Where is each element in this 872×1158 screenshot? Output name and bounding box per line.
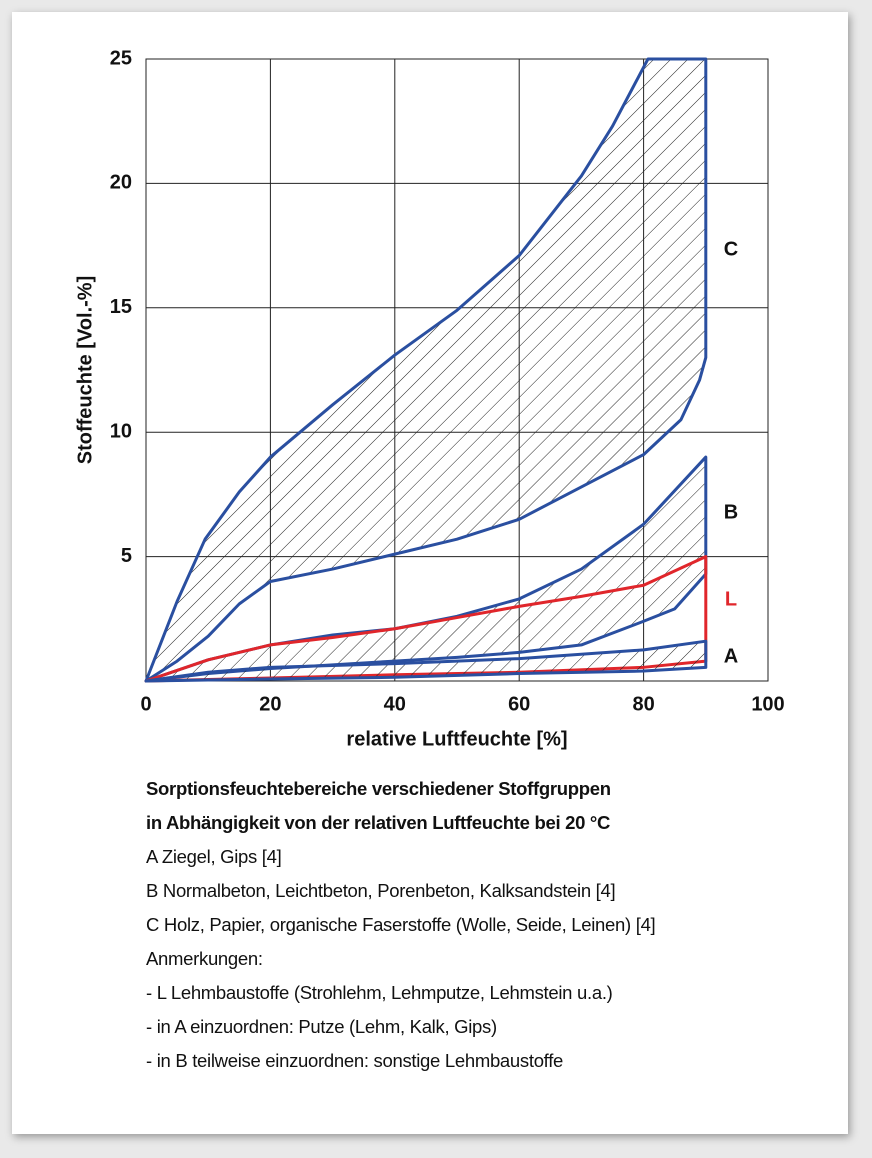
y-tick-label: 5	[121, 545, 132, 567]
series-label: B	[724, 501, 738, 523]
caption-title: in Abhängigkeit von der relativen Luftfe…	[146, 812, 611, 833]
chart: relative Luftfeuchte [%] Stoffeuchte [Vo…	[74, 47, 784, 750]
range-area	[144, 57, 708, 683]
plot-frame	[145, 58, 769, 682]
series-label: L	[725, 588, 737, 610]
caption: Sorptionsfeuchtebereiche verschiedener S…	[146, 772, 656, 1078]
y-tick-label: 15	[110, 296, 132, 318]
x-tick-label: 20	[259, 693, 281, 715]
caption-line: B Normalbeton, Leichtbeton, Porenbeton, …	[146, 880, 616, 901]
caption-line: - in A einzuordnen: Putze (Lehm, Kalk, G…	[146, 1016, 497, 1037]
caption-line: C Holz, Papier, organische Faserstoffe (…	[146, 914, 656, 935]
series-label: A	[724, 645, 738, 667]
series-label: C	[724, 238, 738, 260]
caption-line: - in B teilweise einzuordnen: sonstige L…	[146, 1050, 564, 1071]
caption-title: Sorptionsfeuchtebereiche verschiedener S…	[146, 778, 611, 799]
x-tick-label: 40	[384, 693, 406, 715]
y-tick-label: 25	[110, 47, 132, 69]
x-axis-label: relative Luftfeuchte [%]	[346, 728, 567, 750]
caption-line: A Ziegel, Gips [4]	[146, 846, 282, 867]
y-tick-label: 10	[110, 420, 132, 442]
x-tick-label: 60	[508, 693, 530, 715]
caption-line: Anmerkungen:	[146, 948, 263, 969]
y-tick-label: 20	[110, 172, 132, 194]
caption-line: - L Lehmbaustoffe (Strohlehm, Lehmputze,…	[146, 982, 613, 1003]
range-area	[144, 639, 708, 683]
x-tick-label: 100	[751, 693, 784, 715]
x-tick-label: 80	[632, 693, 654, 715]
y-axis-label: Stoffeuchte [Vol.-%]	[74, 276, 96, 465]
card	[12, 12, 848, 1134]
x-tick-label: 0	[140, 693, 151, 715]
